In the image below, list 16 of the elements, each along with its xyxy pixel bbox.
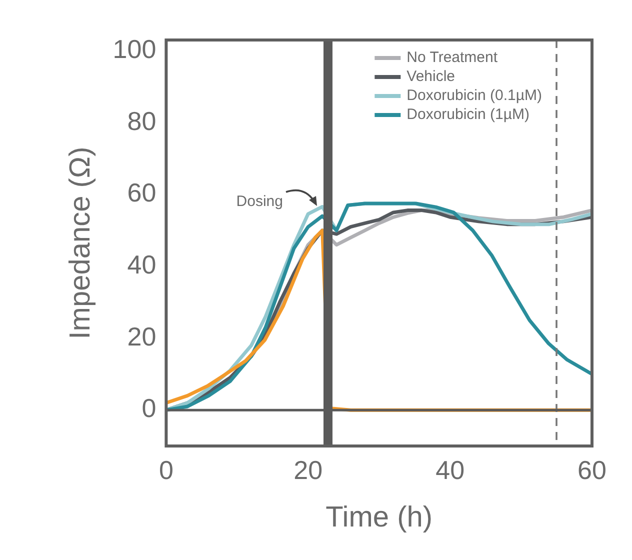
legend-label: Doxorubicin (1µM)	[406, 106, 530, 124]
x-tick-label: 60	[578, 454, 606, 485]
legend-label: Vehicle	[406, 68, 456, 86]
ref-line-label: Dosing	[236, 192, 283, 210]
y-tick-label: 100	[112, 34, 156, 64]
y-tick-label: 0	[142, 393, 156, 424]
x-axis-title: Time (h)	[326, 502, 433, 534]
legend-label: Doxorubicin (0.1µM)	[406, 87, 542, 104]
y-axis-title: Impedance (Ω)	[64, 146, 96, 340]
x-tick-label: 20	[294, 454, 323, 485]
y-tick-label: 60	[127, 178, 156, 208]
y-tick-label: 20	[127, 321, 156, 352]
y-tick-label: 40	[127, 250, 156, 280]
x-tick-label: 40	[436, 454, 465, 485]
legend-label: No Treatment	[406, 49, 498, 66]
y-tick-label: 80	[127, 106, 156, 136]
